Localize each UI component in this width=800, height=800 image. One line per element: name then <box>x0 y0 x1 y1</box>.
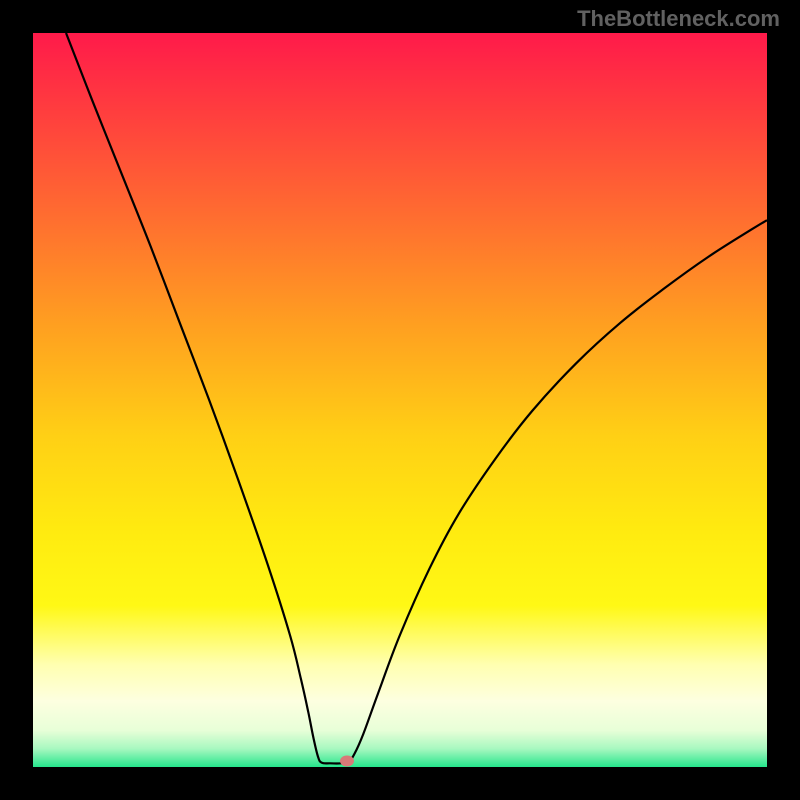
bottleneck-curve <box>33 33 767 767</box>
plot-area <box>33 33 767 767</box>
chart-container: TheBottleneck.com <box>0 0 800 800</box>
optimum-marker <box>340 756 354 767</box>
watermark-text: TheBottleneck.com <box>577 6 780 32</box>
curve-path <box>66 33 767 763</box>
